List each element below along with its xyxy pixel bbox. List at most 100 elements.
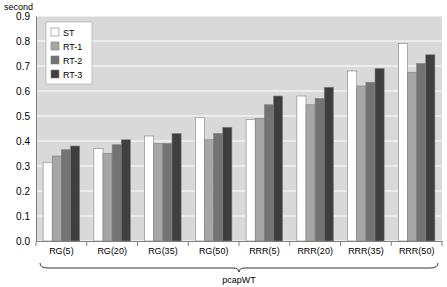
tick: 0.4	[16, 136, 36, 147]
tick: 0.6	[16, 86, 36, 97]
bar	[324, 87, 333, 241]
tick-label: RG(5)	[49, 246, 74, 256]
bar	[172, 134, 181, 242]
bracket	[40, 263, 438, 272]
tick-label: 0.1	[16, 211, 30, 222]
separator	[239, 241, 240, 246]
bar	[274, 96, 283, 241]
tick: 0.0	[16, 236, 36, 247]
legend-label: RT-3	[63, 70, 82, 80]
grid-line	[36, 16, 442, 17]
tick-label: RRR(20)	[297, 246, 333, 256]
grid	[36, 16, 442, 241]
chart: 0.0 0.1 0.2 0.3 0.4 0.5 0.6 0.7 0.8 0.9 RG(5) RG(20…	[0, 0, 447, 287]
bars	[43, 44, 435, 242]
tick: 0.2	[16, 186, 36, 197]
tick: RG(35)	[148, 241, 178, 256]
legend-item: RT-2	[51, 56, 82, 66]
bar	[154, 144, 163, 242]
bar	[306, 105, 315, 241]
bar-series	[43, 44, 407, 242]
legend-label: ST	[63, 28, 75, 38]
tick-label: 0.0	[16, 236, 30, 247]
bar	[61, 150, 70, 241]
bar	[417, 64, 426, 242]
tick-label: RRR(50)	[399, 246, 435, 256]
bar-series	[52, 72, 416, 241]
bar	[103, 154, 112, 242]
tick-label: RRR(5)	[249, 246, 280, 256]
bar	[315, 99, 324, 242]
tick: RG(5)	[49, 241, 74, 256]
bar	[398, 44, 407, 242]
bar	[43, 162, 52, 241]
legend-item: RT-1	[51, 42, 82, 52]
bar-series	[71, 55, 435, 241]
tick-label: 0.6	[16, 86, 30, 97]
tick: RRR(50)	[399, 241, 435, 256]
x-axis: RG(5) RG(20) RG(35) RG(50) RRR(5) RRR(20) RRR(…	[36, 241, 443, 256]
bar	[204, 140, 213, 241]
separator	[391, 241, 392, 246]
y-axis: 0.0 0.1 0.2 0.3 0.4 0.5 0.6 0.7 0.8 0.9	[16, 11, 36, 247]
bar	[94, 149, 103, 242]
grid-line	[36, 66, 442, 67]
bar	[112, 145, 121, 241]
legend-swatch	[51, 42, 59, 50]
legend-item: RT-3	[51, 70, 82, 80]
separator	[289, 241, 290, 246]
bar	[195, 117, 204, 241]
tick-label: RG(20)	[97, 246, 127, 256]
tick: 0.7	[16, 61, 36, 72]
bar	[52, 156, 61, 241]
tick: RRR(20)	[297, 241, 333, 256]
legend-label: RT-1	[63, 42, 82, 52]
tick-label: 0.5	[16, 111, 30, 122]
bar	[297, 96, 306, 241]
legend-box	[46, 22, 92, 84]
legend-swatch	[51, 56, 59, 64]
separator	[36, 241, 37, 246]
tick-label: RG(35)	[148, 246, 178, 256]
bar	[255, 119, 264, 242]
y-axis-title: second	[4, 2, 33, 12]
tick-label: 0.8	[16, 36, 30, 47]
tick: 0.8	[16, 36, 36, 47]
tick: RG(50)	[199, 241, 229, 256]
bar	[357, 86, 366, 241]
plot-background	[36, 16, 442, 241]
tick: 0.5	[16, 111, 36, 122]
tick-label: 0.3	[16, 161, 30, 172]
legend: ST RT-1 RT-2 RT-3	[46, 22, 92, 84]
bar	[145, 136, 154, 241]
bar	[71, 146, 80, 241]
separator	[137, 241, 138, 246]
axis-line	[36, 17, 37, 242]
separator	[86, 241, 87, 246]
tick-label: 0.7	[16, 61, 30, 72]
separator	[188, 241, 189, 246]
tick-label: 0.4	[16, 136, 30, 147]
category-separators	[36, 241, 442, 246]
tick: RG(20)	[97, 241, 127, 256]
tick: 0.3	[16, 161, 36, 172]
plot: 0.0 0.1 0.2 0.3 0.4 0.5 0.6 0.7 0.8 0.9 RG(5) RG(20…	[16, 11, 442, 285]
separator	[340, 241, 341, 246]
legend-label: RT-2	[63, 56, 82, 66]
tick-label: 0.9	[16, 11, 30, 22]
bar	[375, 69, 384, 242]
tick-label: RRR(35)	[348, 246, 384, 256]
legend-swatch	[51, 70, 59, 78]
separator	[442, 241, 443, 246]
bar	[214, 134, 223, 242]
bar	[246, 120, 255, 241]
grid-line	[36, 41, 442, 42]
legend-item: ST	[51, 28, 75, 38]
x-axis-title: pcapWT	[222, 275, 256, 285]
tick: 0.1	[16, 211, 36, 222]
bar-series	[61, 64, 425, 242]
bar	[366, 82, 375, 241]
bar	[426, 55, 435, 241]
tick: 0.9	[16, 11, 36, 22]
bar	[407, 72, 416, 241]
